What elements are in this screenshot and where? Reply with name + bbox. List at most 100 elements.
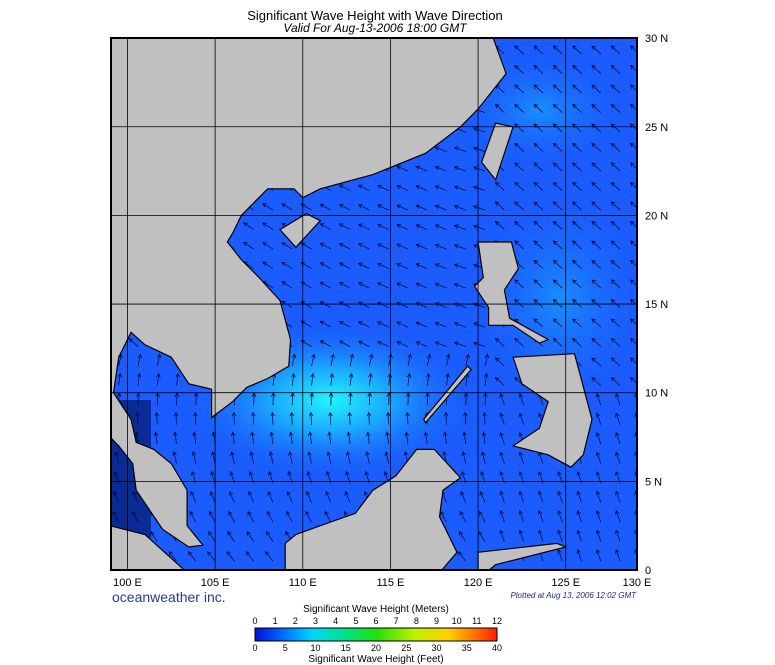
- meter-tick: 4: [333, 616, 338, 626]
- wave-arrow: [482, 411, 487, 425]
- wave-arrow: [453, 321, 466, 328]
- wave-arrow: [610, 298, 621, 308]
- wave-arrow: [190, 490, 197, 503]
- wave-arrow: [192, 431, 197, 445]
- brand: oceanweather inc.: [112, 589, 226, 605]
- wave-arrow: [629, 298, 637, 306]
- wave-arrow: [114, 451, 120, 464]
- wave-arrow: [533, 162, 544, 172]
- wave-arrow: [324, 510, 332, 523]
- wave-arrow: [552, 279, 563, 289]
- wave-arrow: [533, 220, 544, 230]
- wave-arrow: [629, 45, 637, 53]
- wave-arrow: [478, 510, 486, 523]
- wave-arrow: [307, 451, 312, 464]
- wave-arrow: [396, 184, 409, 191]
- wave-arrow: [357, 243, 370, 250]
- wave-arrow: [357, 204, 370, 211]
- feet-tick: 20: [371, 643, 381, 653]
- wave-arrow: [499, 392, 505, 406]
- wave-arrow: [319, 281, 332, 289]
- wave-arrow: [286, 510, 293, 523]
- wave-arrow: [445, 372, 450, 386]
- wave-arrow: [357, 321, 370, 328]
- wave-arrow: [268, 451, 274, 464]
- wave-arrow: [552, 181, 563, 191]
- wave-arrow: [405, 411, 410, 425]
- map-frame: [110, 37, 638, 571]
- wave-arrow: [117, 372, 123, 386]
- wave-arrow: [365, 431, 371, 445]
- land: [473, 241, 550, 344]
- wave-arrow: [572, 201, 582, 211]
- wave-arrow: [434, 282, 447, 289]
- meter-tick: 6: [373, 616, 378, 626]
- wave-arrow: [572, 279, 582, 289]
- wave-arrow: [357, 223, 370, 230]
- wave-arrow: [494, 376, 505, 386]
- wave-arrow: [288, 431, 294, 445]
- wave-arrow: [396, 321, 409, 328]
- wave-arrow: [291, 372, 296, 386]
- wave-arrow: [533, 279, 544, 289]
- wave-arrow: [615, 509, 621, 523]
- wave-arrow: [514, 84, 524, 94]
- wave-arrow: [610, 259, 621, 269]
- wave-arrow: [346, 431, 352, 445]
- wave-arrow: [357, 184, 370, 191]
- wave-arrow: [415, 204, 428, 211]
- feet-tick: 40: [492, 643, 502, 653]
- wave-arrow: [615, 431, 621, 445]
- wave-arrow: [453, 224, 466, 230]
- wave-arrow: [572, 45, 582, 55]
- wave-arrow: [396, 223, 409, 230]
- wave-arrow: [415, 321, 428, 328]
- wave-arrow: [629, 279, 637, 287]
- wave-arrow: [446, 353, 451, 367]
- wave-arrow: [463, 392, 469, 406]
- wave-arrow: [434, 204, 447, 211]
- wave-arrow: [595, 529, 602, 542]
- wave-arrow: [155, 392, 160, 406]
- wave-arrow: [349, 353, 355, 367]
- wave-arrow: [610, 337, 621, 347]
- wave-arrow: [434, 224, 447, 230]
- wave-arrow: [209, 510, 216, 523]
- wave-arrow: [458, 530, 467, 542]
- wave-arrow: [591, 357, 602, 367]
- wave-arrow: [338, 340, 351, 347]
- wave-arrow: [281, 203, 293, 211]
- wave-arrow: [552, 240, 563, 250]
- wave-arrow: [423, 431, 429, 445]
- wave-arrow: [344, 490, 351, 503]
- meter-tick: 10: [452, 616, 462, 626]
- land: [480, 122, 514, 182]
- feet-tick: 15: [341, 643, 351, 653]
- wave-arrow: [552, 162, 563, 172]
- wave-arrow: [453, 282, 466, 289]
- wave-arrow: [572, 84, 582, 94]
- wave-arrow: [595, 451, 602, 464]
- wave-arrow: [514, 103, 524, 113]
- wave-arrow: [615, 392, 621, 406]
- wave-arrow: [629, 181, 637, 189]
- wave-arrow: [440, 510, 447, 523]
- wave-arrow: [591, 376, 602, 386]
- wave-arrow: [384, 451, 390, 464]
- wave-arrow: [404, 431, 409, 445]
- wave-arrow: [595, 548, 602, 562]
- meter-tick: 11: [472, 616, 481, 626]
- wave-arrow: [191, 451, 197, 464]
- wave-arrow: [131, 510, 139, 523]
- wave-arrow: [308, 431, 313, 445]
- wave-arrow: [137, 353, 143, 367]
- wave-arrow: [319, 320, 332, 328]
- wave-arrow: [514, 162, 524, 172]
- wave-arrow: [357, 282, 370, 289]
- wave-arrow: [348, 372, 354, 386]
- wave-arrow: [552, 64, 563, 74]
- wave-arrow: [591, 259, 602, 269]
- wave-arrow: [518, 490, 525, 503]
- wave-arrow: [499, 529, 505, 542]
- wave-arrow: [591, 103, 602, 113]
